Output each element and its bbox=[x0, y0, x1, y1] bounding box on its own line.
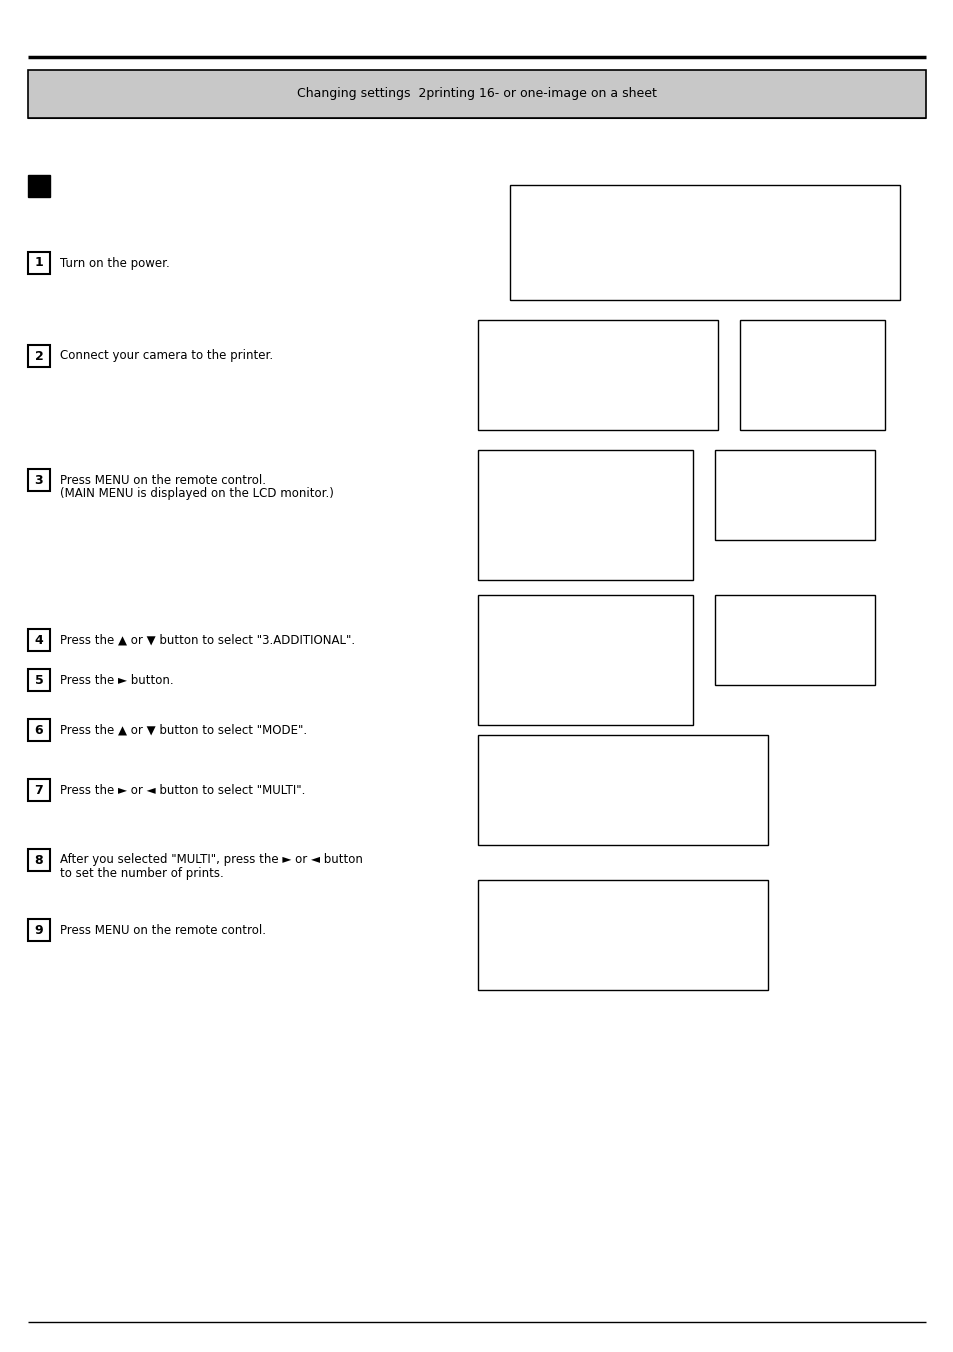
Text: Press the ▲ or ▼ button to select "3.ADDITIONAL".: Press the ▲ or ▼ button to select "3.ADD… bbox=[60, 634, 355, 646]
Bar bbox=[740, 320, 884, 430]
Bar bbox=[477, 735, 767, 845]
Text: 9: 9 bbox=[34, 923, 43, 937]
Text: 5: 5 bbox=[34, 673, 43, 687]
Text: Press MENU on the remote control.: Press MENU on the remote control. bbox=[60, 923, 266, 937]
Text: (MAIN MENU is displayed on the LCD monitor.): (MAIN MENU is displayed on the LCD monit… bbox=[60, 488, 334, 500]
Text: to set the number of prints.: to set the number of prints. bbox=[60, 868, 224, 880]
Bar bbox=[477, 450, 692, 580]
Bar bbox=[510, 185, 899, 300]
Bar bbox=[28, 345, 50, 366]
Text: Press the ► button.: Press the ► button. bbox=[60, 673, 173, 687]
Bar bbox=[714, 595, 874, 685]
Bar bbox=[28, 719, 50, 741]
Text: 7: 7 bbox=[34, 784, 43, 796]
Bar bbox=[28, 849, 50, 871]
Bar bbox=[28, 629, 50, 652]
Bar bbox=[28, 469, 50, 491]
Text: 3: 3 bbox=[34, 473, 43, 487]
Text: Connect your camera to the printer.: Connect your camera to the printer. bbox=[60, 350, 273, 362]
Bar bbox=[28, 70, 925, 118]
Bar bbox=[477, 595, 692, 725]
Bar bbox=[477, 320, 718, 430]
Bar bbox=[28, 251, 50, 274]
Bar bbox=[714, 450, 874, 539]
Text: 2: 2 bbox=[34, 350, 43, 362]
Bar bbox=[28, 919, 50, 941]
Text: 6: 6 bbox=[34, 723, 43, 737]
Text: Changing settings  2printing 16- or one-image on a sheet: Changing settings 2printing 16- or one-i… bbox=[296, 88, 657, 100]
Text: 8: 8 bbox=[34, 853, 43, 867]
Text: 4: 4 bbox=[34, 634, 43, 646]
Text: Turn on the power.: Turn on the power. bbox=[60, 257, 170, 269]
Text: 1: 1 bbox=[34, 257, 43, 269]
Bar bbox=[477, 880, 767, 990]
Bar bbox=[28, 174, 50, 197]
Bar bbox=[28, 779, 50, 800]
Bar bbox=[28, 669, 50, 691]
Text: After you selected "MULTI", press the ► or ◄ button: After you selected "MULTI", press the ► … bbox=[60, 853, 362, 867]
Text: Press the ▲ or ▼ button to select "MODE".: Press the ▲ or ▼ button to select "MODE"… bbox=[60, 723, 307, 737]
Text: Press the ► or ◄ button to select "MULTI".: Press the ► or ◄ button to select "MULTI… bbox=[60, 784, 305, 796]
Text: Press MENU on the remote control.: Press MENU on the remote control. bbox=[60, 473, 266, 487]
